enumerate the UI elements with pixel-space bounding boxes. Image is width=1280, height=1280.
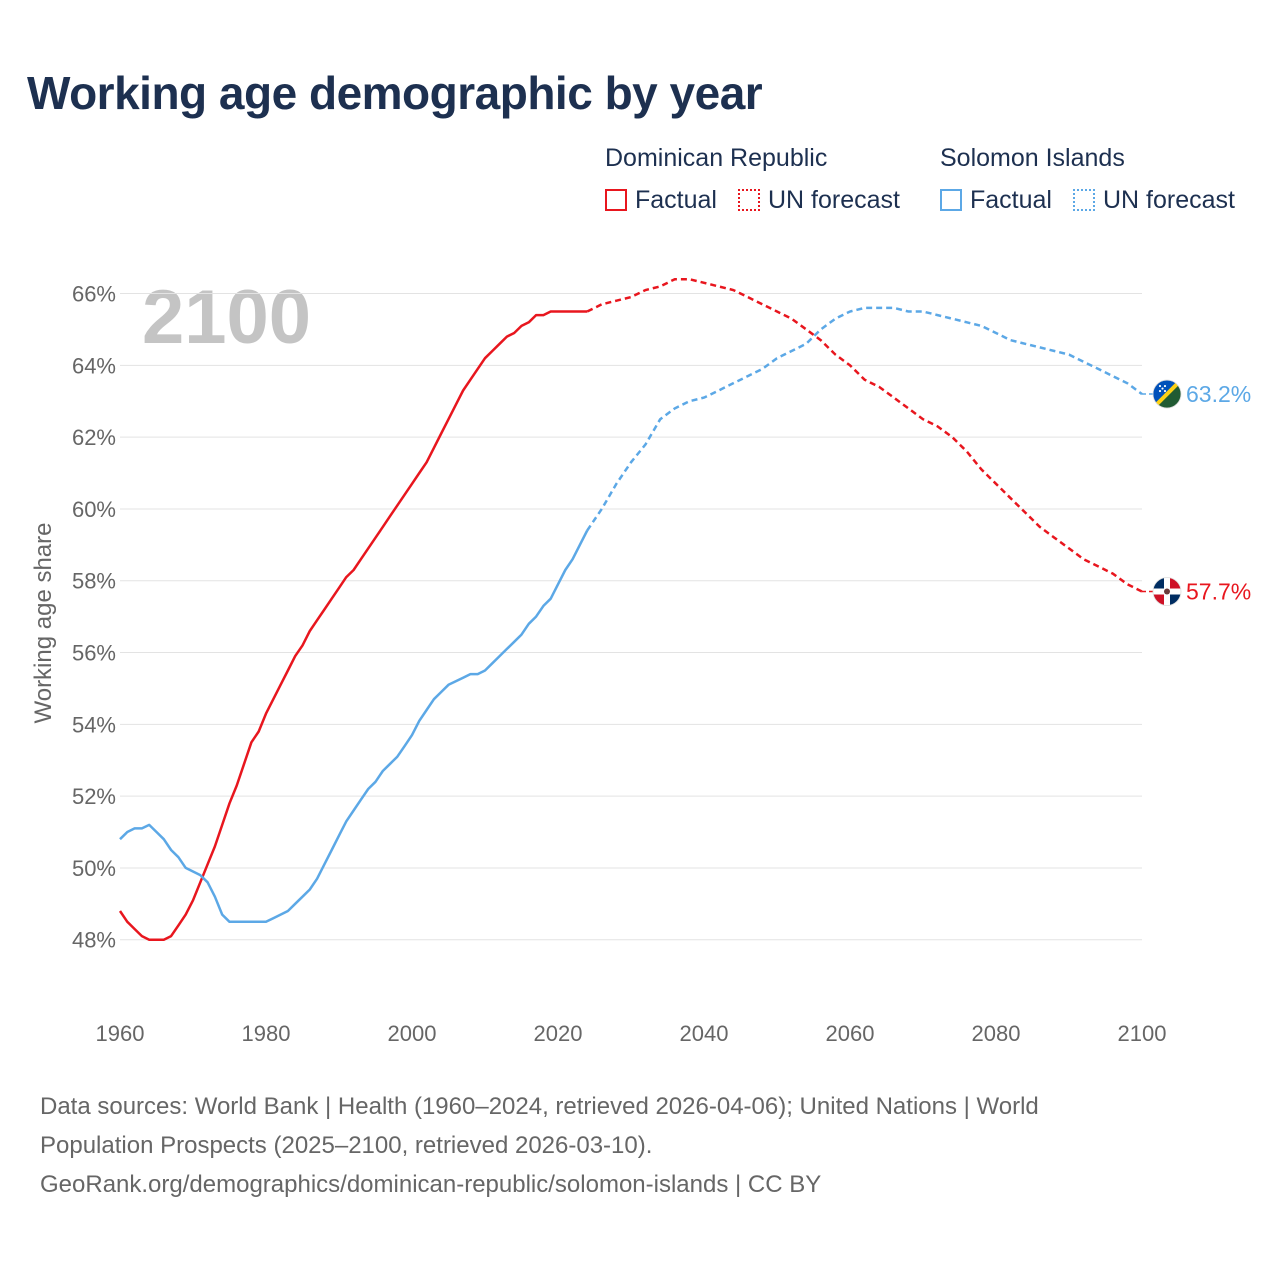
y-tick-label: 50% <box>72 856 116 881</box>
end-markers: 57.7% 63.2% <box>1142 379 1251 606</box>
legend-item-dominican-republic-forecast[interactable]: UN forecast <box>738 184 900 216</box>
y-axis-ticks: 48% 50% 52% 54% 56% 58% 60% 62% 64% 66% <box>72 282 116 953</box>
year-watermark: 2100 <box>142 275 311 360</box>
footer-sources-line1: Data sources: World Bank | Health (1960–… <box>40 1093 1039 1120</box>
y-tick-label: 54% <box>72 712 116 737</box>
dominican-republic-flag-icon <box>1152 577 1182 606</box>
end-value-label-dominican-republic: 57.7% <box>1186 579 1251 605</box>
y-tick-label: 64% <box>72 353 116 378</box>
x-tick-label: 1980 <box>242 1021 291 1046</box>
y-tick-label: 66% <box>72 282 116 307</box>
legend-swatch-dotted <box>1073 189 1095 211</box>
footer: Data sources: World Bank | Health (1960–… <box>40 1087 1220 1204</box>
legend-swatch-solid <box>940 189 962 211</box>
series-line-solomon-islands-factual <box>119 529 589 924</box>
series-lines <box>118 277 1143 941</box>
gridlines <box>120 293 1142 941</box>
legend-label: Factual <box>970 185 1052 214</box>
series-line-solomon-islands-forecast <box>586 306 1143 532</box>
x-tick-label: 2000 <box>388 1021 437 1046</box>
y-tick-label: 60% <box>72 497 116 522</box>
x-tick-label: 2040 <box>680 1021 729 1046</box>
y-tick-label: 62% <box>72 425 116 450</box>
x-tick-label: 2020 <box>534 1021 583 1046</box>
legend-label: UN forecast <box>768 185 900 214</box>
legend-item-dominican-republic-factual[interactable]: Factual <box>605 184 717 216</box>
x-tick-label: 1960 <box>96 1021 145 1046</box>
y-axis-label: Working age share <box>30 523 57 724</box>
legend-swatch-solid <box>605 189 627 211</box>
y-tick-label: 48% <box>72 928 116 953</box>
legend-title-dominican-republic: Dominican Republic <box>605 144 828 172</box>
x-tick-label: 2080 <box>972 1021 1021 1046</box>
legend-label: Factual <box>635 185 717 214</box>
line-chart: 2100 48% 50% 52% 54% 56% 58% 60% 62% 64% 66% 1960… <box>30 275 1251 1046</box>
legend-label: UN forecast <box>1103 185 1235 214</box>
x-tick-label: 2100 <box>1118 1021 1167 1046</box>
chart-title: Working age demographic by year <box>27 67 763 119</box>
legend-item-solomon-islands-forecast[interactable]: UN forecast <box>1073 184 1235 216</box>
series-line-dominican-republic-factual <box>118 310 588 941</box>
footer-attribution: GeoRank.org/demographics/dominican-repub… <box>40 1171 822 1198</box>
end-value-label-solomon-islands: 63.2% <box>1186 381 1251 407</box>
legend-swatch-dotted <box>738 189 760 211</box>
x-tick-label: 2060 <box>826 1021 875 1046</box>
x-axis-ticks: 1960 1980 2000 2020 2040 2060 2080 2100 <box>96 1021 1167 1046</box>
legend-title-solomon-islands: Solomon Islands <box>940 144 1125 172</box>
solomon-islands-flag-icon <box>1152 379 1182 409</box>
footer-sources-line2: Population Prospects (2025–2100, retriev… <box>40 1132 653 1159</box>
y-tick-label: 58% <box>72 569 116 594</box>
y-tick-label: 52% <box>72 784 116 809</box>
series-line-dominican-republic-forecast <box>586 277 1143 593</box>
y-tick-label: 56% <box>72 641 116 666</box>
legend-item-solomon-islands-factual[interactable]: Factual <box>940 184 1052 216</box>
